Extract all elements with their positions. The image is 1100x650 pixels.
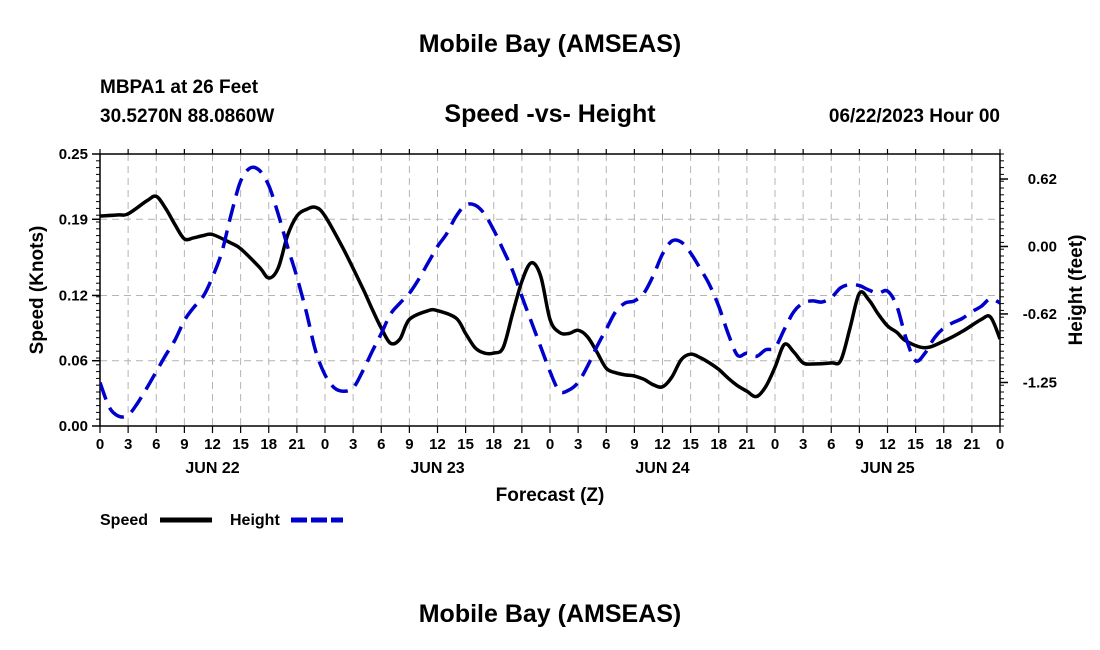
chart-subtitle: Speed -vs- Height (444, 100, 656, 128)
x-tick-label: 0 (771, 436, 779, 453)
x-tick-label: 6 (602, 436, 610, 453)
x-tick-label: 0 (996, 436, 1004, 453)
height-series-line (100, 165, 1000, 419)
x-tick-label: 21 (739, 436, 756, 453)
y-tick-label: 0.25 (59, 146, 88, 163)
x-tick-label: 0 (96, 436, 104, 453)
day-label: JUN 23 (410, 460, 464, 477)
station-label: MBPA1 at 26 Feet (100, 77, 259, 98)
y2-tick-label: 0.00 (1028, 238, 1057, 255)
x-tick-label: 18 (485, 436, 502, 453)
x-tick-label: 15 (457, 436, 474, 453)
x-tick-label: 21 (514, 436, 531, 453)
y2-tick-label: -0.62 (1023, 306, 1057, 323)
x-tick-label: 3 (574, 436, 582, 453)
x-tick-label: 6 (377, 436, 385, 453)
speed-series-line (100, 194, 1000, 399)
x-tick-label: 3 (799, 436, 807, 453)
day-label: JUN 24 (635, 460, 689, 477)
y2-axis-title: Height (feet) (1066, 235, 1087, 346)
y2-tick-label: -1.25 (1023, 374, 1057, 391)
x-tick-label: 18 (935, 436, 952, 453)
y-tick-label: 0.12 (59, 287, 88, 304)
x-tick-label: 18 (710, 436, 727, 453)
x-tick-label: 15 (907, 436, 924, 453)
x-tick-label: 21 (289, 436, 306, 453)
x-tick-label: 15 (232, 436, 249, 453)
day-label: JUN 22 (185, 460, 239, 477)
chart-title: Mobile Bay (AMSEAS) (418, 30, 682, 58)
y-tick-label: 0.19 (59, 211, 88, 228)
x-tick-label: 6 (152, 436, 160, 453)
second-chart-title: Mobile Bay (AMSEAS) (418, 600, 682, 628)
x-tick-label: 18 (260, 436, 277, 453)
station-coordinates: 30.5270N 88.0860W (100, 106, 275, 127)
issue-time: 06/22/2023 Hour 00 (828, 106, 1000, 127)
day-label: JUN 25 (860, 460, 914, 477)
y-axis-title: Speed (Knots) (27, 226, 48, 355)
x-tick-label: 12 (429, 436, 446, 453)
x-tick-label: 9 (405, 436, 413, 453)
y-tick-label: 0.00 (59, 418, 88, 435)
x-tick-label: 12 (204, 436, 221, 453)
x-tick-label: 6 (827, 436, 835, 453)
legend-label-speed: Speed (100, 512, 148, 529)
y2-tick-label: 0.62 (1028, 171, 1057, 188)
y-tick-label: 0.06 (59, 353, 88, 370)
x-tick-label: 9 (855, 436, 863, 453)
x-tick-label: 15 (682, 436, 699, 453)
x-tick-label: 3 (349, 436, 357, 453)
x-tick-label: 9 (630, 436, 638, 453)
x-tick-label: 12 (879, 436, 896, 453)
x-tick-label: 3 (124, 436, 132, 453)
x-tick-label: 0 (321, 436, 329, 453)
legend-label-height: Height (230, 512, 280, 529)
x-axis-title: Forecast (Z) (496, 485, 605, 506)
x-tick-label: 12 (654, 436, 671, 453)
x-tick-label: 0 (546, 436, 554, 453)
x-tick-label: 9 (180, 436, 188, 453)
x-tick-label: 21 (964, 436, 981, 453)
